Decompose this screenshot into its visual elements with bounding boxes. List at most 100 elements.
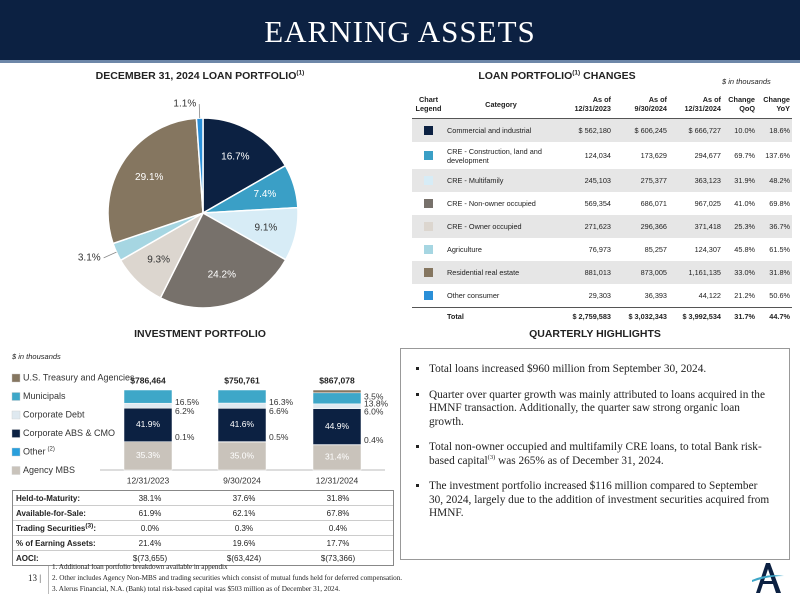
legend-swatch: [11, 447, 21, 457]
cell: 173,629: [640, 151, 667, 160]
row-label: AOCI:: [13, 554, 103, 563]
legend-swatch: [424, 245, 433, 254]
header-line: 9/30/2024: [634, 104, 667, 113]
total-row: Total $ 2,759,583 $ 3,032,343 $ 3,992,534 31…: [412, 307, 792, 325]
table-row: Trading Securities(3): 0.0% 0.3% 0.4%: [13, 521, 393, 536]
cell: 873,005: [640, 268, 667, 277]
cell: $ 606,245: [634, 126, 667, 135]
table-row: Agriculture 76,973 85,257 124,307 45.8% 61.5%: [412, 238, 792, 261]
investment-title: INVESTMENT PORTFOLIO: [134, 328, 266, 340]
bar-label: 6.2%: [175, 406, 195, 416]
cell: 19.6%: [232, 538, 256, 548]
cell: 296,366: [640, 222, 667, 231]
bar-label: 0.5%: [269, 432, 289, 442]
row-label-note: (3): [85, 521, 94, 529]
legend-label: Other: [23, 446, 46, 456]
table-row: CRE - Multifamily 245,103 275,377 363,123 31…: [412, 169, 792, 192]
highlight-text: was 265% as of December 31, 2024.: [495, 454, 664, 467]
investment-units: $ in thousands: [12, 352, 61, 361]
x-tick-label: 9/30/2024: [223, 475, 261, 485]
cell: 48.2%: [769, 176, 790, 185]
cell: $ 562,180: [578, 126, 611, 135]
investment-table: Held-to-Maturity: 38.1% 37.6% 31.8% Availabl…: [12, 490, 394, 566]
legend-cell: [412, 199, 445, 208]
bar-label: 35.0%: [230, 450, 255, 460]
cell: 371,418: [694, 222, 721, 231]
pie-label: 1.1%: [173, 99, 196, 110]
legend-label: U.S. Treasury and Agencies: [23, 372, 135, 382]
cell: 62.1%: [232, 508, 256, 518]
pie-slice: [202, 117, 287, 215]
column-header: Chart Legend: [412, 95, 445, 113]
column-header: Category: [445, 100, 557, 109]
category: CRE - Non-owner occupied: [447, 199, 536, 208]
category: Residential real estate: [447, 268, 520, 277]
table-row: AOCI: $(73,655) $(63,424) $(73,366): [13, 551, 393, 565]
cell: 686,071: [640, 199, 667, 208]
loan-units: $ in thousands: [722, 77, 771, 86]
cell: 31.9%: [734, 176, 755, 185]
table-row: Other consumer 29,303 36,393 44,122 21.2% 50.…: [412, 284, 792, 307]
bar-label: 41.9%: [136, 419, 161, 429]
row-label: Trading Securities(3):: [13, 521, 103, 533]
header-line: Change: [728, 95, 755, 104]
table-header: Chart Legend Category As of 12/31/2023 As of 9…: [412, 90, 792, 119]
legend-swatch: [11, 429, 21, 438]
column-header: As of 12/31/2024: [669, 95, 723, 113]
legend-swatch: [11, 410, 21, 420]
row-label-text: Trading Securities: [16, 523, 86, 533]
table-row: CRE - Construction, land and development…: [412, 142, 792, 169]
bar-segment: [217, 389, 267, 404]
row-label-text: % of Earning Assets:: [16, 538, 96, 548]
pie-label: 16.7%: [221, 152, 249, 163]
header-line: Legend: [415, 104, 442, 113]
highlight-text: Total non-owner occupied and multifamily…: [429, 441, 762, 467]
x-tick-label: 12/31/2023: [127, 475, 170, 485]
row-label: Held-to-Maturity:: [13, 494, 103, 503]
highlight-text: The investment portfolio increased $116 …: [429, 480, 770, 520]
logo: [752, 563, 784, 593]
cell: 137.6%: [765, 151, 790, 160]
pie-title-text: DECEMBER 31, 2024 LOAN PORTFOLIO: [95, 70, 297, 82]
cell: 0.3%: [234, 523, 254, 533]
table-row: Available-for-Sale: 61.9% 62.1% 67.8%: [13, 506, 393, 521]
cell: 294,677: [694, 151, 721, 160]
header-bar: [0, 0, 800, 63]
bar-segment: [123, 402, 173, 409]
header-line: As of: [702, 95, 721, 104]
cell: 21.2%: [734, 291, 755, 300]
leader-line: [103, 251, 117, 259]
bar-label: 6.0%: [364, 406, 384, 416]
logo-swoosh: [752, 575, 784, 582]
header-line: Chart: [418, 95, 439, 104]
pie-label: 7.4%: [254, 189, 277, 200]
bar-label: 0.1%: [175, 432, 195, 442]
bar-segment: [312, 389, 362, 394]
bar-label: 3.5%: [364, 392, 384, 402]
bar-label: 0.4%: [364, 435, 384, 445]
cell: $ 666,727: [688, 126, 721, 135]
cell: 31.8%: [769, 268, 790, 277]
bar-label: 41.6%: [230, 419, 255, 429]
legend-label: Agency MBS: [23, 465, 75, 475]
legend-swatch: [424, 268, 433, 277]
header-line: YoY: [776, 104, 790, 113]
row-label: % of Earning Assets:: [13, 539, 103, 548]
row-label-text: Available-for-Sale:: [16, 508, 86, 518]
cell: 1,161,135: [688, 268, 721, 277]
cell: 44,122: [698, 291, 721, 300]
legend-label: Municipals: [23, 391, 66, 401]
cell: 569,354: [584, 199, 611, 208]
table-row: Commercial and industrial $ 562,180 $ 606,…: [412, 119, 792, 142]
logo-a: [756, 563, 781, 593]
bar-segment: [217, 441, 267, 471]
category: Agriculture: [447, 245, 482, 254]
bar-segment: [312, 444, 362, 471]
legend-swatch: [424, 126, 433, 135]
legend-cell: [412, 176, 445, 185]
page-number: 13 |: [28, 573, 42, 583]
legend-note: (2): [48, 447, 55, 453]
cell: $(73,655): [132, 553, 168, 563]
